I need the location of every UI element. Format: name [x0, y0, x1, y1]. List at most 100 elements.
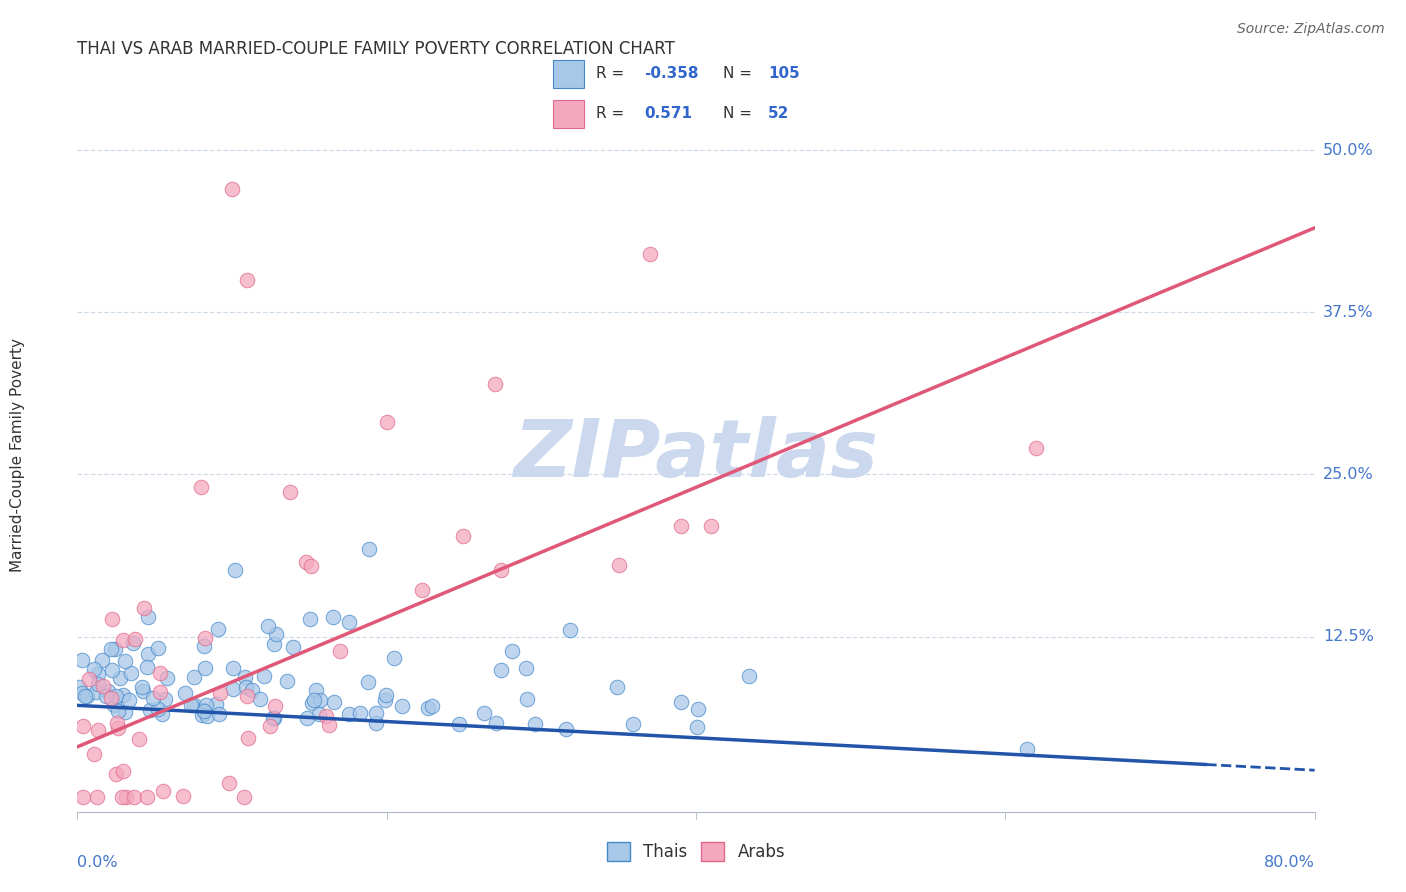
Point — [87, 667, 110, 681]
Point — [295, 711, 318, 725]
Point — [86, 790, 108, 805]
Point — [236, 273, 259, 287]
Point — [416, 701, 439, 715]
Point — [94, 690, 117, 704]
Point — [104, 689, 127, 703]
Point — [259, 719, 281, 733]
Point — [240, 682, 263, 697]
Point — [236, 731, 259, 745]
Point — [139, 703, 162, 717]
Point — [305, 682, 328, 697]
Point — [122, 790, 145, 805]
Point — [374, 693, 396, 707]
Point — [638, 247, 661, 261]
Point — [283, 640, 305, 654]
Point — [136, 610, 159, 624]
Point — [103, 698, 125, 712]
Text: 52: 52 — [768, 106, 789, 121]
Text: THAI VS ARAB MARRIED-COUPLE FAMILY POVERTY CORRELATION CHART: THAI VS ARAB MARRIED-COUPLE FAMILY POVER… — [77, 40, 675, 58]
Point — [87, 677, 110, 691]
Point — [1025, 442, 1047, 456]
Point — [91, 653, 114, 667]
Point — [301, 696, 323, 710]
Text: N =: N = — [723, 66, 756, 81]
Point — [308, 707, 330, 722]
Point — [337, 615, 360, 629]
Point — [136, 647, 159, 661]
Point — [83, 662, 105, 676]
Point — [111, 764, 134, 778]
Point — [489, 663, 512, 677]
Point — [149, 665, 172, 680]
Text: 37.5%: 37.5% — [1323, 305, 1374, 319]
Bar — [554, 100, 583, 128]
Point — [111, 632, 134, 647]
Point — [101, 612, 124, 626]
Point — [193, 639, 215, 653]
Point — [124, 632, 146, 647]
Point — [132, 684, 155, 698]
Point — [112, 688, 135, 702]
Point — [359, 541, 381, 556]
Point — [221, 182, 243, 196]
Point — [558, 623, 581, 637]
Point — [194, 631, 217, 645]
Point — [76, 690, 98, 704]
Point — [222, 661, 245, 675]
Point — [152, 783, 174, 797]
Point — [172, 789, 194, 804]
Point — [180, 698, 202, 712]
Point — [149, 685, 172, 699]
Point — [299, 558, 322, 573]
Point — [194, 660, 217, 674]
Text: 25.0%: 25.0% — [1323, 467, 1374, 482]
Point — [136, 660, 159, 674]
Point — [108, 672, 131, 686]
Point — [75, 689, 97, 703]
Point — [235, 680, 257, 694]
Point — [104, 642, 127, 657]
Point — [132, 600, 155, 615]
Point — [114, 654, 136, 668]
Text: Source: ZipAtlas.com: Source: ZipAtlas.com — [1237, 22, 1385, 37]
Point — [253, 669, 276, 683]
Point — [107, 716, 129, 731]
Point — [100, 690, 122, 705]
Text: 0.0%: 0.0% — [77, 855, 118, 870]
Point — [264, 698, 287, 713]
Point — [524, 716, 547, 731]
Point — [72, 686, 94, 700]
Point — [257, 619, 280, 633]
Point — [195, 698, 218, 712]
Point — [501, 644, 523, 658]
Point — [449, 717, 471, 731]
Point — [669, 695, 692, 709]
Point — [155, 692, 177, 706]
Point — [67, 680, 90, 694]
Point — [366, 715, 388, 730]
Point — [148, 701, 170, 715]
Point — [105, 766, 128, 780]
Point — [79, 672, 101, 686]
Point — [264, 627, 287, 641]
Point — [115, 790, 138, 805]
Point — [208, 707, 231, 722]
Point — [111, 790, 134, 805]
Point — [262, 711, 284, 725]
Point — [128, 731, 150, 746]
Text: Married-Couple Family Poverty: Married-Couple Family Poverty — [10, 338, 25, 572]
Point — [96, 683, 118, 698]
Point — [263, 637, 285, 651]
Point — [491, 563, 513, 577]
Point — [233, 670, 256, 684]
Point — [472, 706, 495, 721]
Point — [191, 708, 214, 723]
Point — [235, 689, 257, 703]
Text: R =: R = — [596, 106, 628, 121]
Legend: Thais, Arabs: Thais, Arabs — [600, 835, 792, 868]
Point — [122, 636, 145, 650]
Point — [84, 684, 107, 698]
Point — [515, 661, 537, 675]
Text: -0.358: -0.358 — [644, 66, 699, 81]
Text: 80.0%: 80.0% — [1264, 855, 1315, 870]
